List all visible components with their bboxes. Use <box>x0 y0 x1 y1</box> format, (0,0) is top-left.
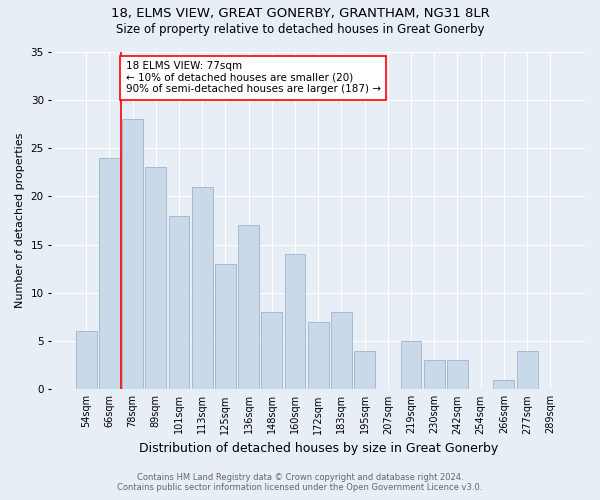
Bar <box>308 322 329 390</box>
Bar <box>192 186 212 390</box>
Text: Size of property relative to detached houses in Great Gonerby: Size of property relative to detached ho… <box>116 22 484 36</box>
Bar <box>284 254 305 390</box>
Text: 18, ELMS VIEW, GREAT GONERBY, GRANTHAM, NG31 8LR: 18, ELMS VIEW, GREAT GONERBY, GRANTHAM, … <box>110 8 490 20</box>
Bar <box>99 158 120 390</box>
Bar <box>122 119 143 390</box>
Text: 18 ELMS VIEW: 77sqm
← 10% of detached houses are smaller (20)
90% of semi-detach: 18 ELMS VIEW: 77sqm ← 10% of detached ho… <box>125 61 380 94</box>
Y-axis label: Number of detached properties: Number of detached properties <box>15 132 25 308</box>
X-axis label: Distribution of detached houses by size in Great Gonerby: Distribution of detached houses by size … <box>139 442 498 455</box>
Bar <box>401 341 421 390</box>
Bar <box>447 360 468 390</box>
Bar <box>493 380 514 390</box>
Bar <box>169 216 190 390</box>
Bar <box>238 225 259 390</box>
Text: Contains HM Land Registry data © Crown copyright and database right 2024.
Contai: Contains HM Land Registry data © Crown c… <box>118 473 482 492</box>
Bar <box>354 350 375 390</box>
Bar <box>262 312 282 390</box>
Bar <box>76 332 97 390</box>
Bar <box>331 312 352 390</box>
Bar <box>145 168 166 390</box>
Bar <box>424 360 445 390</box>
Bar <box>517 350 538 390</box>
Bar <box>215 264 236 390</box>
